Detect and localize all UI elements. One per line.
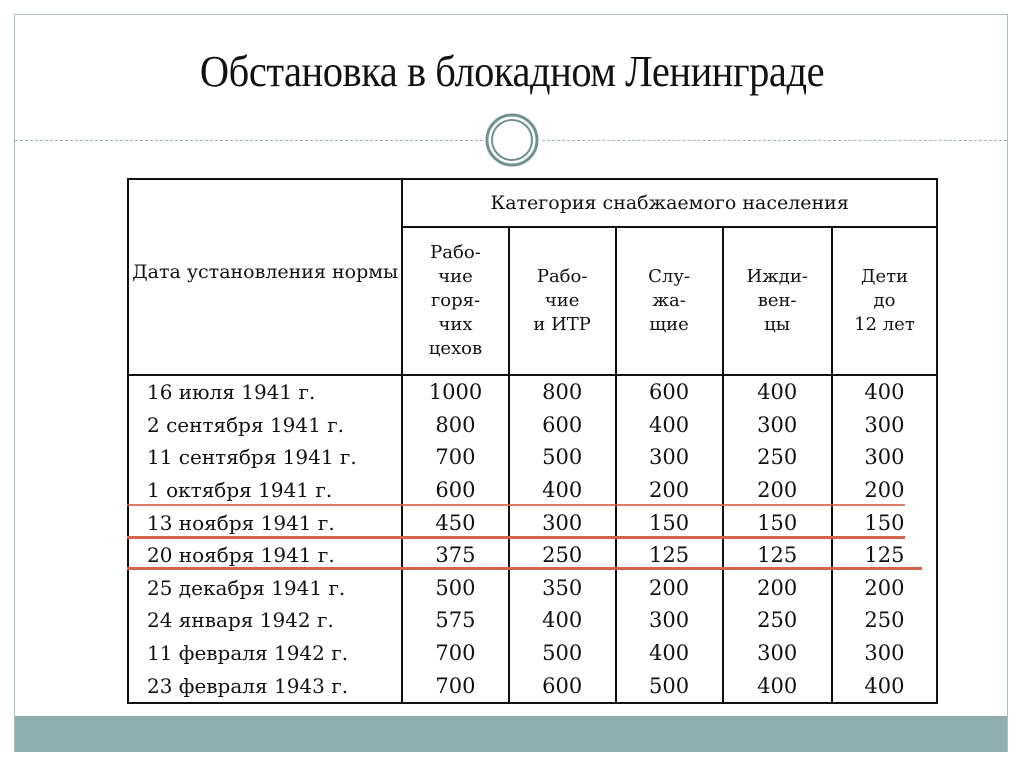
row-date: 23 февраля 1943 г. — [126, 669, 404, 703]
cell-value: 400 — [614, 408, 724, 442]
divider-line-left — [15, 140, 483, 141]
table-row: 16 июля 1941 г. 1000 800 600 400 400 — [126, 375, 939, 409]
cell-value: 400 — [614, 636, 724, 670]
cell-value: 700 — [401, 669, 510, 703]
highlight-underline-1 — [127, 504, 905, 506]
cell-value: 300 — [721, 636, 833, 670]
cell-value: 400 — [507, 604, 617, 637]
cell-value: 800 — [401, 408, 510, 442]
column-header-children: Дети до 12 лет — [830, 227, 939, 376]
cell-value: 400 — [830, 669, 939, 703]
cell-value: 600 — [614, 375, 724, 409]
column-header-workers-engineers: Рабо- чие и ИТР — [507, 227, 617, 376]
cell-value: 200 — [614, 571, 724, 605]
table-subheader-row: Рабо- чие горя- чих цехов Рабо- чие и ИТ… — [128, 227, 939, 376]
cell-value: 300 — [721, 408, 833, 442]
ration-table-container: Дата установления нормы Категория снабжа… — [126, 178, 939, 704]
column-header-employees: Слу- жа- щие — [614, 227, 724, 376]
row-date: 2 сентября 1941 г. — [126, 408, 404, 442]
cell-value: 250 — [830, 604, 939, 637]
cell-value: 400 — [507, 473, 617, 507]
cell-value: 500 — [614, 669, 724, 703]
cell-value: 200 — [614, 473, 724, 507]
table-row: 11 февраля 1942 г. 700 500 400 300 300 — [126, 636, 939, 670]
table-row-highlighted: 13 ноября 1941 г. 450 300 150 150 150 — [126, 506, 939, 539]
column-header-hot-shop-workers: Рабо- чие горя- чих цехов — [401, 227, 510, 376]
date-column-header: Дата установления нормы — [126, 179, 404, 376]
cell-value: 125 — [614, 538, 724, 572]
divider-line-right — [542, 140, 1007, 141]
cell-value: 250 — [721, 604, 833, 637]
footer-bar — [15, 716, 1007, 752]
cell-value: 1000 — [401, 375, 510, 409]
cell-value: 300 — [614, 604, 724, 637]
cell-value: 300 — [830, 441, 939, 474]
table-row: 2 сентября 1941 г. 800 600 400 300 300 — [126, 408, 939, 442]
row-date: 11 сентября 1941 г. — [126, 441, 404, 474]
cell-value: 250 — [721, 441, 833, 474]
cell-value: 400 — [721, 375, 833, 409]
cell-value: 700 — [401, 636, 510, 670]
cell-value: 200 — [830, 473, 939, 507]
table-row: 1 октября 1941 г. 600 400 200 200 200 — [126, 473, 939, 507]
cell-value: 800 — [507, 375, 617, 409]
cell-value: 600 — [507, 669, 617, 703]
cell-value: 400 — [721, 669, 833, 703]
table-row: 25 декабря 1941 г. 500 350 200 200 200 — [126, 571, 939, 605]
cell-value: 500 — [401, 571, 510, 605]
slide-title: Обстановка в блокадном Ленинграде — [199, 47, 825, 96]
double-ring-ornament-icon — [485, 113, 539, 167]
row-date: 25 декабря 1941 г. — [126, 571, 404, 605]
highlight-underline-2 — [127, 536, 905, 539]
cell-value: 150 — [830, 506, 939, 539]
cell-value: 200 — [830, 571, 939, 605]
row-date: 1 октября 1941 г. — [126, 473, 404, 507]
cell-value: 200 — [721, 571, 833, 605]
cell-value: 700 — [401, 441, 510, 474]
cell-value: 125 — [830, 538, 939, 572]
table-row: 24 января 1942 г. 575 400 300 250 250 — [126, 604, 939, 637]
cell-value: 600 — [401, 473, 510, 507]
row-date: 24 января 1942 г. — [126, 604, 404, 637]
cell-value: 350 — [507, 571, 617, 605]
highlight-underline-3 — [127, 567, 922, 570]
cell-value: 400 — [830, 375, 939, 409]
cell-value: 300 — [614, 441, 724, 474]
cell-value: 575 — [401, 604, 510, 637]
cell-value: 375 — [401, 538, 510, 572]
cell-value: 150 — [721, 506, 833, 539]
cell-value: 600 — [507, 408, 617, 442]
cell-value: 125 — [721, 538, 833, 572]
table-row-highlighted: 20 ноября 1941 г. 375 250 125 125 125 — [126, 538, 939, 572]
cell-value: 200 — [721, 473, 833, 507]
table-row: 23 февраля 1943 г. 700 600 500 400 400 — [126, 669, 939, 703]
cell-value: 300 — [830, 636, 939, 670]
cell-value: 500 — [507, 636, 617, 670]
cell-value: 150 — [614, 506, 724, 539]
table-header-row: Дата установления нормы Категория снабжа… — [126, 179, 938, 376]
column-header-dependents: Ижди- вен- цы — [721, 227, 833, 376]
cell-value: 300 — [830, 408, 939, 442]
cell-value: 300 — [507, 506, 617, 539]
cell-value: 500 — [507, 441, 617, 474]
cell-value: 250 — [507, 538, 617, 572]
row-date: 13 ноября 1941 г. — [126, 506, 404, 539]
cell-value: 450 — [401, 506, 510, 539]
category-header: Категория снабжаемого населения — [401, 179, 938, 228]
row-date: 16 июля 1941 г. — [126, 375, 404, 409]
row-date: 11 февраля 1942 г. — [126, 636, 404, 670]
row-date: 20 ноября 1941 г. — [126, 538, 404, 572]
ration-norms-table: Дата установления нормы Категория снабжа… — [126, 178, 939, 704]
table-row: 11 сентября 1941 г. 700 500 300 250 300 — [126, 441, 939, 474]
